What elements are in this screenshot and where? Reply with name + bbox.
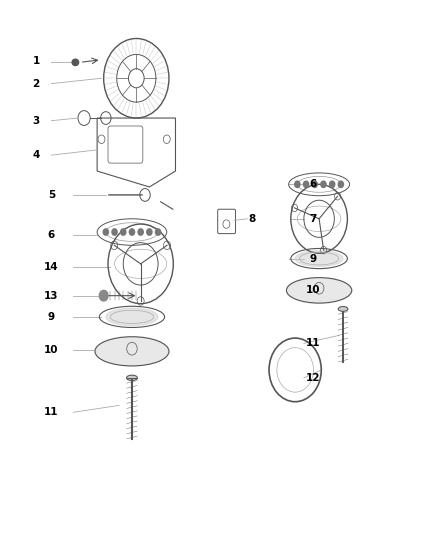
Text: 4: 4 — [32, 150, 40, 160]
Text: 10: 10 — [305, 285, 320, 295]
Circle shape — [329, 181, 335, 188]
Circle shape — [295, 181, 300, 188]
Ellipse shape — [295, 251, 343, 266]
FancyArrowPatch shape — [160, 201, 173, 209]
Circle shape — [138, 229, 143, 235]
Circle shape — [147, 229, 152, 235]
Text: 8: 8 — [248, 214, 255, 224]
Ellipse shape — [72, 59, 79, 66]
Text: 9: 9 — [48, 312, 55, 322]
Circle shape — [129, 229, 134, 235]
Text: 6: 6 — [48, 230, 55, 240]
Text: 7: 7 — [309, 214, 316, 224]
Text: 14: 14 — [44, 262, 59, 271]
Circle shape — [120, 229, 126, 235]
Ellipse shape — [106, 308, 158, 326]
Text: 11: 11 — [44, 407, 59, 417]
Ellipse shape — [338, 306, 348, 311]
Text: 2: 2 — [32, 78, 40, 88]
Text: 10: 10 — [44, 345, 59, 356]
Text: 9: 9 — [309, 254, 316, 263]
Ellipse shape — [95, 337, 169, 366]
Circle shape — [155, 229, 161, 235]
Circle shape — [103, 229, 109, 235]
Text: 12: 12 — [305, 373, 320, 383]
Circle shape — [99, 290, 108, 301]
Text: 1: 1 — [32, 56, 40, 66]
Text: 5: 5 — [48, 190, 55, 200]
Text: 13: 13 — [44, 290, 59, 301]
Text: 6: 6 — [309, 179, 316, 189]
Circle shape — [304, 181, 309, 188]
Circle shape — [338, 181, 343, 188]
Circle shape — [321, 181, 326, 188]
Circle shape — [112, 229, 117, 235]
Ellipse shape — [127, 375, 138, 381]
Circle shape — [312, 181, 318, 188]
Ellipse shape — [286, 278, 352, 303]
Text: 3: 3 — [32, 116, 40, 126]
Text: 11: 11 — [305, 338, 320, 349]
